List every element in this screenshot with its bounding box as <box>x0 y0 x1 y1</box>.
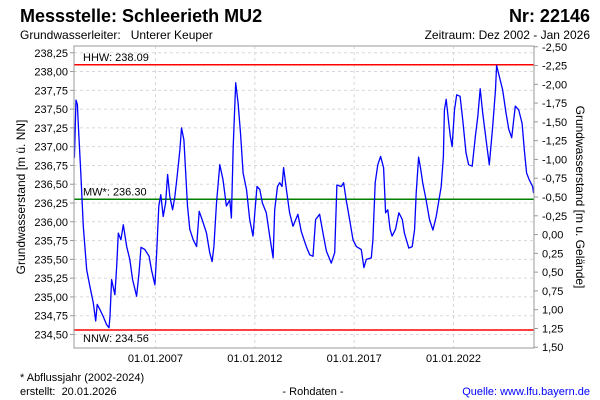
right-tick-label: -1,00 <box>542 154 567 166</box>
aquifer-label: Grundwasserleiter: Unterer Keuper <box>20 28 213 42</box>
period-label: Zeitraum: Dez 2002 - Jan 2026 <box>425 28 591 42</box>
left-tick-label: 237,25 <box>34 123 68 135</box>
right-tick-label: -1,25 <box>542 136 567 148</box>
nnw-label: NNW: 234.56 <box>83 333 149 345</box>
footnote-abflussjahr: * Abflussjahr (2002-2024) <box>20 372 144 384</box>
right-tick-label: -0,75 <box>542 173 567 185</box>
left-tick-label: 237,00 <box>34 142 68 154</box>
x-tick-label: 01.01.2012 <box>227 353 282 365</box>
x-tick-label: 01.01.2007 <box>128 353 183 365</box>
groundwater-level-line <box>73 64 535 329</box>
left-tick-label: 235,75 <box>34 236 68 248</box>
left-tick-label: 237,75 <box>34 85 68 97</box>
left-axis-label: Grundwasserstand [m ü. NN] <box>14 120 28 275</box>
right-tick-label: 1,00 <box>542 305 563 317</box>
right-tick-label: 0,50 <box>542 267 563 279</box>
right-tick-label: -1,50 <box>542 117 567 129</box>
left-tick-label: 236,00 <box>34 217 68 229</box>
left-tick-label: 235,25 <box>34 273 68 285</box>
right-axis-label: Grundwasserstand [m u. Gelände] <box>573 106 587 289</box>
right-tick-label: -0,50 <box>542 192 567 204</box>
right-tick-label: 0,00 <box>542 230 563 242</box>
right-tick-label: -2,25 <box>542 61 567 73</box>
hhw-label: HHW: 238.09 <box>83 52 149 64</box>
x-tick-label: 01.01.2017 <box>327 353 382 365</box>
right-tick-label: 1,50 <box>542 342 563 354</box>
left-tick-label: 236,50 <box>34 179 68 191</box>
right-tick-label: 0,25 <box>542 248 563 260</box>
created-date: erstellt: 20.01.2026 <box>20 386 117 398</box>
left-tick-label: 235,00 <box>34 292 68 304</box>
x-tick-label: 01.01.2022 <box>426 353 481 365</box>
right-tick-label: -1,75 <box>542 98 567 110</box>
source-link[interactable]: Quelle: www.lfu.bayern.de <box>462 386 590 398</box>
left-tick-label: 238,00 <box>34 67 68 79</box>
right-tick-label: 1,25 <box>542 323 563 335</box>
left-tick-label: 234,50 <box>34 329 68 341</box>
station-number: Nr: 22146 <box>509 6 590 26</box>
left-tick-label: 237,50 <box>34 104 68 116</box>
left-tick-label: 234,75 <box>34 311 68 323</box>
data-type-label: - Rohdaten - <box>282 386 343 398</box>
left-tick-label: 238,25 <box>34 48 68 60</box>
left-tick-label: 236,25 <box>34 198 68 210</box>
left-tick-label: 236,75 <box>34 160 68 172</box>
mw-label: MW*: 236.30 <box>83 186 147 198</box>
station-title: Messstelle: Schleerieth MU2 <box>20 6 262 26</box>
left-tick-label: 235,50 <box>34 254 68 266</box>
right-tick-label: 0,75 <box>542 286 563 298</box>
right-tick-label: -2,00 <box>542 79 567 91</box>
right-tick-label: -0,25 <box>542 211 567 223</box>
right-tick-label: -2,50 <box>542 42 567 54</box>
